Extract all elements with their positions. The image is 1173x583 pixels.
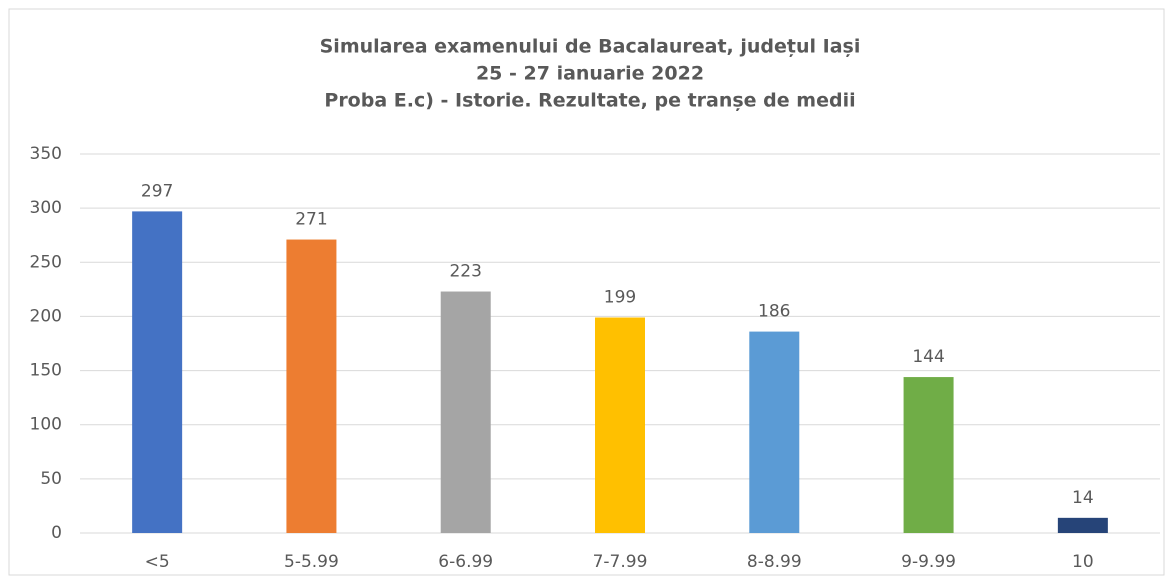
data-label: 199 [604,288,636,308]
data-label: 14 [1072,488,1094,508]
x-tick-label: 10 [1072,552,1094,572]
y-tick-label: 50 [40,469,62,489]
data-label: 271 [295,210,327,230]
y-tick-label: 300 [30,198,62,218]
y-tick-label: 150 [30,361,62,381]
bar [440,291,491,533]
x-tick-label: <5 [145,552,170,572]
x-tick-label: 9-9.99 [901,552,956,572]
y-tick-label: 250 [30,252,62,272]
bar [286,239,337,533]
chart-title: 25 - 27 ianuarie 2022 [476,63,704,85]
x-tick-label: 8-8.99 [747,552,802,572]
y-tick-label: 350 [30,144,62,164]
y-tick-label: 200 [30,306,62,326]
x-tick-label: 5-5.99 [284,552,339,572]
bar [1057,517,1108,533]
data-label: 297 [141,181,173,201]
bar [749,331,800,533]
bar [903,377,954,533]
x-tick-label: 7-7.99 [593,552,648,572]
chart-title: Proba E.c) - Istorie. Rezultate, pe tran… [324,90,855,112]
chart-border [8,8,1165,576]
chart-title: Simularea examenului de Bacalaureat, jud… [320,36,861,58]
x-tick-label: 6-6.99 [438,552,493,572]
y-tick-label: 100 [30,415,62,435]
data-label: 144 [912,347,944,367]
data-label: 223 [449,262,481,282]
data-label: 186 [758,302,790,322]
y-tick-label: 0 [51,523,62,543]
bar [132,211,183,534]
bar [595,317,645,533]
